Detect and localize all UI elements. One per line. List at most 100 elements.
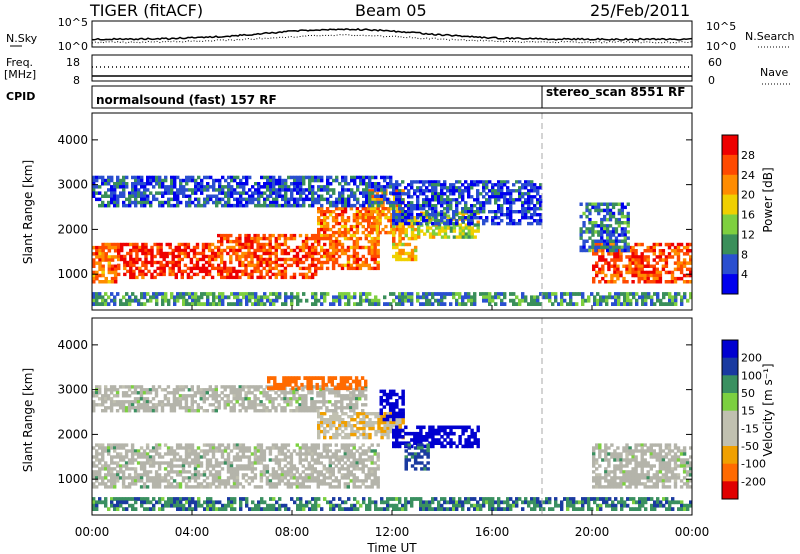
range-time-cell [377,185,381,189]
range-time-cell [392,233,396,238]
range-time-cell [395,213,399,217]
range-time-cell [401,230,405,235]
range-time-cell [358,210,363,214]
range-time-cell [582,239,586,243]
range-time-cell [230,191,234,195]
range-time-cell [263,182,267,186]
range-time-cell [314,266,318,271]
range-time-cell [116,292,120,296]
range-time-cell [190,452,195,456]
range-time-cell [410,207,414,211]
range-time-cell [646,261,650,265]
range-time-cell [518,298,522,303]
range-time-cell [236,175,240,180]
range-time-cell [268,257,272,262]
range-time-cell [229,476,234,480]
range-time-cell [689,267,693,272]
range-time-cell [536,221,540,226]
range-time-cell [506,201,510,205]
range-time-cell [346,257,351,262]
range-time-cell [218,302,222,306]
range-time-cell [95,449,99,453]
range-time-cell [130,476,135,480]
range-time-cell [370,470,374,474]
range-time-cell [98,391,102,395]
range-time-cell [125,185,129,189]
range-time-cell [420,455,424,459]
range-time-cell [443,183,447,187]
range-time-cell [233,178,237,183]
range-time-cell [230,185,234,189]
range-time-cell [347,424,351,428]
range-time-cell [147,269,151,274]
range-time-cell [652,280,656,284]
range-time-cell [443,444,447,449]
range-time-cell [458,441,462,445]
range-time-cell [338,182,342,186]
range-time-cell [600,236,604,240]
range-time-cell [278,175,282,180]
range-time-cell [506,216,510,220]
range-time-cell [260,185,264,189]
range-time-cell [320,175,324,180]
range-time-cell [476,220,480,224]
range-time-cell [134,295,138,300]
range-time-cell [134,200,138,205]
range-time-cell [95,443,99,447]
range-time-cell [416,438,420,442]
range-time-cell [364,485,368,489]
range-time-cell [619,273,623,278]
range-time-cell [355,245,360,250]
range-time-cell [281,185,285,189]
range-time-cell [101,182,105,186]
range-time-cell [410,248,415,253]
range-time-cell [278,295,282,300]
range-time-cell [214,479,219,483]
range-time-cell [145,479,150,483]
range-time-cell [679,242,684,247]
range-time-cell [494,189,498,193]
range-time-cell [488,295,492,300]
range-time-cell [592,276,596,281]
range-time-cell [512,183,516,187]
range-time-cell [251,197,255,202]
range-time-cell [425,226,430,230]
range-time-cell [592,264,596,268]
range-time-cell [296,178,300,183]
range-time-cell [376,467,380,471]
range-time-cell [142,406,147,410]
range-time-cell [395,195,399,199]
range-time-cell [310,254,315,259]
range-time-cell [428,292,432,296]
range-time-cell [287,175,291,180]
range-time-cell [259,248,263,253]
range-time-cell [92,409,96,413]
range-time-cell [334,452,338,456]
range-time-cell [292,272,297,277]
range-time-cell [485,298,489,303]
range-time-cell [667,255,672,259]
range-time-cell [204,242,209,247]
range-time-cell [506,207,510,211]
range-time-cell [317,251,321,256]
range-time-cell [597,208,601,213]
range-time-cell [500,204,504,208]
range-time-cell [530,298,534,303]
range-time-cell [302,200,306,205]
range-time-cell [392,417,396,422]
range-time-cell [310,470,314,474]
range-time-cell [349,266,354,271]
range-time-cell [223,263,227,268]
range-time-cell [107,270,112,275]
range-time-cell [604,280,608,284]
range-time-cell [325,233,330,238]
range-time-cell [253,446,258,450]
range-time-cell [473,223,477,227]
range-time-cell [110,473,114,477]
range-time-cell [596,298,600,303]
range-time-cell [491,183,495,187]
range-time-cell [376,213,380,217]
range-time-cell [280,233,284,238]
nave-label: Nave [760,66,788,79]
range-time-cell [215,295,219,300]
